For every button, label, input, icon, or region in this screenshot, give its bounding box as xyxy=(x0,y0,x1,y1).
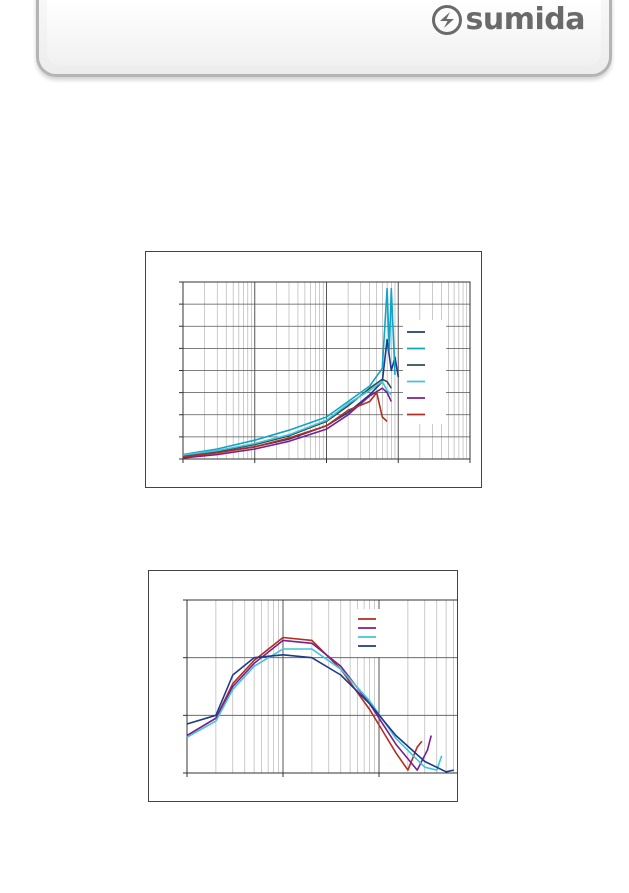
header-banner: sumida xyxy=(36,0,612,77)
chart-2 xyxy=(148,570,458,802)
chart-1-svg xyxy=(179,281,471,463)
chart-1-series-line-6 xyxy=(182,391,388,458)
header-banner-inner xyxy=(47,0,601,66)
chart-1-legend-box xyxy=(403,320,446,424)
chart-2-series-line-4 xyxy=(186,654,454,773)
chart-1-series-line-5 xyxy=(182,387,393,459)
chart-1 xyxy=(145,251,482,488)
chart-1-series-line-3 xyxy=(182,378,392,457)
brand-name: sumida xyxy=(465,2,586,37)
sumida-logo-icon xyxy=(431,5,462,35)
chart-2-svg xyxy=(183,599,457,777)
chart-2-plot-frame xyxy=(186,599,457,774)
chart-2-series-line-3 xyxy=(186,648,443,771)
chart-2-series-line-2 xyxy=(186,639,432,771)
chart-2-legend-box xyxy=(354,609,394,657)
chart-1-series-line-4 xyxy=(182,380,392,456)
chart-1-series-line-2 xyxy=(182,287,396,456)
brand-logo: sumida xyxy=(431,2,586,37)
